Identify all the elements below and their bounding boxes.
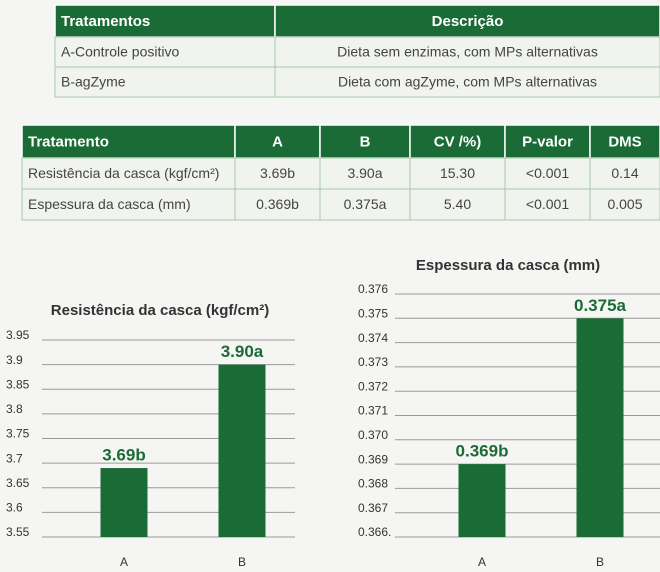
data-label: 0.369b <box>456 442 509 461</box>
table-cell <box>274 36 660 68</box>
table-header-text: Tratamento <box>28 133 109 150</box>
chart-title: Resistência da casca (kgf/cm²) <box>51 302 269 319</box>
table-cell <box>319 188 411 221</box>
y-tick-label: 0.373 <box>358 355 388 369</box>
table-cell-text: 0.005 <box>607 196 642 212</box>
table-cell <box>319 157 411 190</box>
table-cell <box>409 188 506 221</box>
y-tick-label: 0.369 <box>358 452 388 466</box>
table-cell-text: Resistência da casca (kgf/cm²) <box>28 165 219 181</box>
table-cell-text: 0.369b <box>256 196 299 212</box>
table-cell-text: 3.69b <box>260 165 295 181</box>
y-tick-label: 0.376 <box>358 282 388 296</box>
table-cell <box>21 188 236 221</box>
bar <box>458 464 506 537</box>
table-cell <box>21 157 236 190</box>
table-header-text: A <box>272 133 283 150</box>
table-header-text: DMS <box>608 133 641 150</box>
table-cell <box>504 188 591 221</box>
table-cell-text: 0.375a <box>344 196 387 212</box>
y-tick-label: 0.367 <box>358 501 388 515</box>
table-cell <box>589 188 660 221</box>
bar <box>576 318 624 537</box>
table-cell <box>54 36 276 68</box>
y-tick-label: 3.85 <box>6 377 30 391</box>
y-tick-label: 0.374 <box>358 331 388 345</box>
x-tick-label: A <box>478 555 486 569</box>
data-label: 0.375a <box>574 296 627 315</box>
data-label: 3.69b <box>102 446 145 465</box>
x-tick-label: B <box>596 555 604 569</box>
x-tick-label: A <box>120 555 128 569</box>
table-header-text: CV /%) <box>434 133 482 150</box>
table-cell-text: 3.90a <box>347 165 382 181</box>
chart-title: Espessura da casca (mm) <box>416 257 600 274</box>
y-tick-label: 3.95 <box>6 328 30 342</box>
y-tick-label: 3.55 <box>6 525 30 539</box>
table-header-text: P-valor <box>522 133 573 150</box>
y-tick-label: 0.370 <box>358 428 388 442</box>
table-cell-text: 15.30 <box>440 165 475 181</box>
y-tick-label: 0.366. <box>358 525 391 539</box>
table-cell <box>234 157 321 190</box>
table-cell-text: <0.001 <box>526 165 569 181</box>
table-header-text: Descrição <box>432 13 504 30</box>
y-tick-label: 0.371 <box>358 404 388 418</box>
table-cell-text: A-Controle positivo <box>61 44 179 60</box>
y-tick-label: 3.7 <box>6 451 23 465</box>
y-tick-label: 3.9 <box>6 353 23 367</box>
data-label: 3.90a <box>221 342 264 361</box>
bar <box>100 468 148 537</box>
table-cell-text: <0.001 <box>526 196 569 212</box>
table-cell-text: Dieta com agZyme, com MPs alternativas <box>338 74 597 90</box>
y-tick-label: 0.375 <box>358 306 388 320</box>
y-tick-label: 0.368 <box>358 477 388 491</box>
table-cell-text: Espessura da casca (mm) <box>28 196 191 212</box>
y-tick-label: 0.372 <box>358 379 388 393</box>
table-header-cell <box>504 124 591 159</box>
table-cell-text: Dieta sem enzimas, com MPs alternativas <box>337 44 598 60</box>
table-cell-text: 5.40 <box>444 196 471 212</box>
table-header-text: Tratamentos <box>61 13 150 30</box>
table-header-text: B <box>360 133 371 150</box>
table-cell-text: 0.14 <box>611 165 638 181</box>
table-cell <box>234 188 321 221</box>
x-tick-label: B <box>238 555 246 569</box>
y-tick-label: 3.75 <box>6 427 30 441</box>
y-tick-label: 3.8 <box>6 402 23 416</box>
y-tick-label: 3.6 <box>6 501 23 515</box>
table-header-cell <box>54 4 276 38</box>
table-cell <box>274 66 660 98</box>
y-tick-label: 3.65 <box>6 476 30 490</box>
table-header-cell <box>21 124 236 159</box>
bar <box>218 364 266 537</box>
table-cell-text: B-agZyme <box>61 74 126 90</box>
